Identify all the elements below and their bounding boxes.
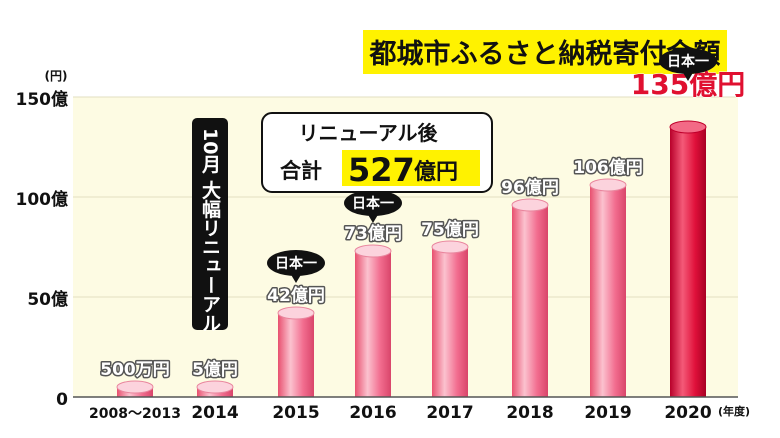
data-label: 135億円 xyxy=(631,68,745,101)
badge-pointer xyxy=(682,71,694,81)
bar-cap xyxy=(511,198,549,212)
x-tick-label: 2020 xyxy=(664,403,711,423)
bar xyxy=(354,244,392,397)
x-tick-label: 2015 xyxy=(272,403,319,423)
badge-text: 日本一 xyxy=(667,53,709,70)
renewal-note-text: 10月 大幅リニューアル xyxy=(199,128,222,332)
badge-text: 日本一 xyxy=(352,195,394,212)
total-highlight xyxy=(342,150,480,186)
bar-body xyxy=(590,185,626,397)
y-unit-label: (円) xyxy=(45,69,68,83)
bar xyxy=(511,198,549,397)
total-line1: リニューアル後 xyxy=(299,121,439,145)
badge-bubble xyxy=(659,48,717,74)
bar-body xyxy=(278,313,314,397)
badge: 日本一 xyxy=(659,48,717,81)
y-tick-label: 150億 xyxy=(16,89,69,110)
bar xyxy=(116,380,154,397)
total-prefix: 合計 xyxy=(280,159,322,183)
bar-cap xyxy=(116,380,154,394)
data-label: 106億円 xyxy=(573,157,643,178)
badge-text: 日本一 xyxy=(275,255,317,272)
data-label: 75億円 xyxy=(421,219,479,240)
bar-cap xyxy=(196,380,234,394)
data-label: 42億円 xyxy=(267,285,325,306)
x-tick-label: 2017 xyxy=(426,403,473,423)
bar xyxy=(196,380,234,397)
y-tick-label: 50億 xyxy=(27,289,68,310)
bar-body xyxy=(355,251,391,397)
x-tick-label: 2019 xyxy=(584,403,631,423)
total-value: 527 xyxy=(348,151,415,189)
bar-cap xyxy=(669,120,707,134)
total-annotation: リニューアル後 合計 527 億円 xyxy=(261,112,493,193)
bar xyxy=(669,120,707,397)
x-unit-label: (年度) xyxy=(718,404,750,418)
badge: 日本一 xyxy=(267,250,325,283)
bar xyxy=(277,306,315,397)
x-tick-label: 2008～2013 xyxy=(89,406,181,422)
bar-body xyxy=(512,205,548,397)
total-suffix: 億円 xyxy=(414,159,458,185)
badge-pointer xyxy=(290,273,302,283)
y-tick-label: 0 xyxy=(56,390,68,410)
badge-pointer xyxy=(367,213,379,223)
badge-bubble xyxy=(267,250,325,276)
bar xyxy=(589,178,627,397)
bar-cap xyxy=(277,306,315,320)
x-tick-label: 2014 xyxy=(191,403,238,423)
badge: 日本一 xyxy=(344,190,402,223)
bar-cap xyxy=(589,178,627,192)
bar-body xyxy=(432,247,468,397)
badge-bubble xyxy=(344,190,402,216)
bar-cap xyxy=(431,240,469,254)
data-label: 73億円 xyxy=(344,223,402,244)
bar xyxy=(431,240,469,397)
data-label: 96億円 xyxy=(501,177,559,198)
data-label: 5億円 xyxy=(192,359,238,380)
x-tick-label: 2016 xyxy=(349,403,396,423)
bar-cap xyxy=(354,244,392,258)
renewal-annotation: 10月 大幅リニューアル xyxy=(192,118,228,332)
x-tick-label: 2018 xyxy=(506,403,553,423)
data-label: 500万円 xyxy=(100,360,170,380)
y-tick-label: 100億 xyxy=(16,189,69,210)
bar-body xyxy=(670,127,706,397)
